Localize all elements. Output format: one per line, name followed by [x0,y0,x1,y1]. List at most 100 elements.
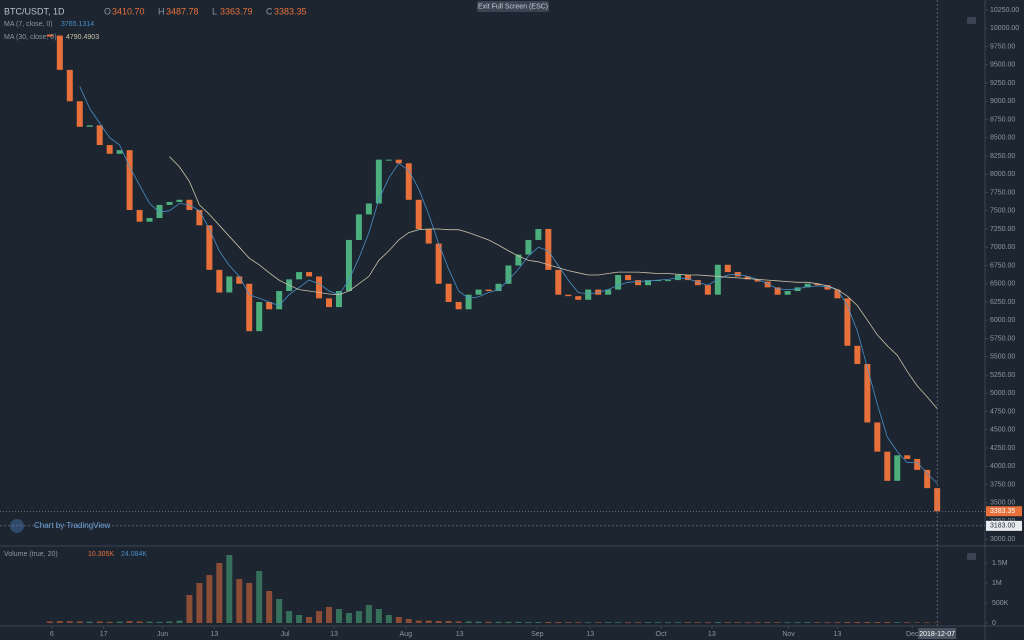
candle-body [385,159,392,161]
volume-bar [525,622,532,623]
candle-body [66,69,73,102]
volume-bar [505,621,512,623]
candle-body [425,228,432,244]
candle-body [904,455,911,459]
candle-body [196,210,203,226]
candle-body [864,364,871,423]
candle-body [475,289,482,295]
volume-bar [754,622,761,623]
y-tick-label: 9000.00 [990,98,1015,105]
ohlc-key: O [104,6,111,16]
x-tick-label: Aug [400,631,413,638]
volume-name: Volume (true, 20) [4,551,58,558]
candle-body [325,298,332,308]
volume-bar [804,622,811,623]
y-tick-label: 10250.00 [990,7,1019,14]
candle-body [605,289,612,295]
candle-body [854,345,861,365]
pane-button[interactable] [967,553,976,560]
ohlc-value: 3410.70 [112,6,145,16]
moving-average-line [169,156,938,409]
y-tick-label: 5000.00 [990,390,1015,397]
volume-bar [694,622,701,623]
y-tick-label: 6750.00 [990,262,1015,269]
volume-bar [734,622,741,623]
volume-bar [415,620,422,623]
ohlc-key: L [212,6,217,16]
candle-body [256,301,263,332]
volume-value: 10.305K [88,551,114,558]
candle-body [485,289,492,292]
candle-body [46,34,53,37]
volume-bar [924,622,931,623]
volume-bar [874,622,881,623]
candle-body [555,269,562,295]
volume-bar [395,617,402,623]
candle-body [345,239,352,292]
last-price-label: 3383.35 [990,508,1015,515]
candle-body [316,276,323,299]
volume-bar [445,621,452,623]
volume-bar [834,622,841,623]
x-tick-label: Nov [782,631,795,638]
volume-bar [166,621,173,623]
y-tick-label: 9750.00 [990,43,1015,50]
ohlc-key: H [158,6,165,16]
volume-bar [355,611,362,623]
volume-bar [256,571,263,623]
candle-body [465,294,472,310]
y-tick-label: 8500.00 [990,135,1015,142]
ma-value: 3765.1314 [61,21,94,28]
volume-bar [515,621,522,623]
y-tick-label: 6500.00 [990,281,1015,288]
ohlc-value: 3363.79 [220,6,253,16]
volume-bar [276,599,283,623]
candle-body [206,225,213,270]
y-tick-label: 7250.00 [990,226,1015,233]
volume-bar [266,591,273,623]
y-tick-label: 5750.00 [990,335,1015,342]
candle-body [405,163,412,200]
volume-bar [86,621,93,623]
y-tick-label: 7000.00 [990,244,1015,251]
candle-body [306,272,313,277]
candle-body [515,254,522,266]
x-tick-label: 13 [330,631,338,638]
candle-body [545,228,552,270]
candle-body [106,145,113,154]
candle-body [455,301,462,310]
volume-bar [435,621,442,623]
candle-body [276,291,283,310]
x-tick-label: Oct [656,631,667,638]
ohlc-value: 3487.78 [166,6,199,16]
volume-bar [345,613,352,623]
candle-body [834,289,841,299]
y-tick-label: 4500.00 [990,427,1015,434]
y-tick-label: 4000.00 [990,463,1015,470]
volume-bar [555,622,562,623]
volume-bar [316,611,323,623]
moving-average-line [79,86,938,484]
volume-bar [615,622,622,623]
candle-body [565,294,572,297]
candle-body [814,283,821,286]
candle-body [56,35,63,70]
exit-fullscreen-button[interactable] [477,1,549,12]
volume-bar [46,621,53,623]
x-tick-label: Sep [531,631,544,638]
ma-value: 4790.4903 [66,34,99,41]
volume-bar [635,622,642,623]
volume-bar [206,575,213,623]
candle-body [784,291,791,295]
symbol-title: BTC/USDT, 1D [4,6,65,16]
candle-body [166,201,173,205]
x-tick-label: 13 [708,631,716,638]
candle-body [116,150,123,154]
candle-body [146,218,153,222]
volume-bar [585,622,592,623]
y-tick-label: 5250.00 [990,372,1015,379]
pane-button[interactable] [967,17,976,24]
volume-bar [425,620,432,623]
candle-body [914,458,921,470]
candle-body [874,422,881,452]
